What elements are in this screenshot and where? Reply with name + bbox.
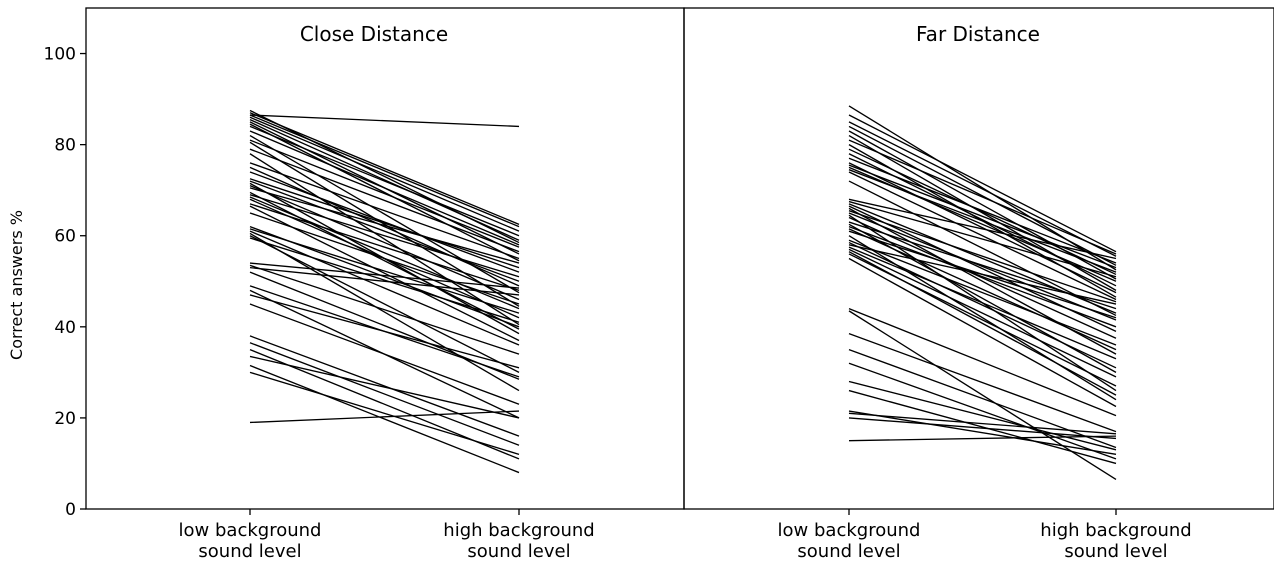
participant-line (249, 342, 520, 446)
panel-title: Far Distance (916, 22, 1040, 46)
y-tick-label: 40 (54, 318, 76, 338)
participant-line (249, 171, 520, 273)
participant-line (848, 144, 1117, 298)
participant-line (249, 225, 520, 328)
participant-line (848, 410, 1117, 456)
panel-title: Close Distance (300, 22, 448, 46)
participant-line (848, 198, 1117, 260)
participant-line (848, 210, 1117, 303)
participant-line (249, 153, 520, 326)
x-tick-label: low background sound level (179, 520, 322, 562)
participant-line (249, 355, 520, 419)
participant-line (848, 134, 1117, 291)
participant-line (249, 364, 520, 474)
panel-close-distance: Close Distance low background sound level… (85, 7, 685, 562)
x-tick-label: high background sound level (443, 520, 594, 562)
y-tick-label: 80 (54, 136, 76, 156)
x-axis: low background sound level high background… (179, 509, 595, 562)
participant-line (848, 216, 1117, 339)
y-tick-label: 20 (54, 409, 76, 429)
participant-line (848, 139, 1117, 255)
y-tick-label: 0 (65, 500, 76, 520)
participant-line (249, 182, 520, 335)
participant-line (848, 214, 1117, 392)
participant-line (848, 207, 1117, 355)
participant-line (848, 380, 1117, 451)
participant-line (848, 212, 1117, 321)
participant-line (848, 417, 1117, 440)
participant-line (848, 362, 1117, 460)
participant-line (848, 230, 1117, 319)
participant-line (249, 235, 520, 373)
participant-line (249, 114, 520, 228)
x-axis: low background sound level high background… (778, 509, 1192, 562)
x-tick-label: high background sound level (1040, 520, 1191, 562)
x-tick-label: low background sound level (778, 520, 921, 562)
y-axis-title: Correct answers % (7, 210, 26, 360)
participant-line (848, 435, 1117, 442)
participant-line (249, 289, 520, 419)
participant-line (848, 223, 1117, 373)
participant-line (249, 125, 520, 237)
participant-line (249, 187, 520, 264)
participant-line (848, 203, 1117, 314)
participant-line (249, 139, 520, 248)
participant-line (848, 348, 1117, 449)
panel-far-distance: Far Distance low background sound level hi… (683, 7, 1274, 562)
participant-line (848, 257, 1117, 408)
participant-line (249, 348, 520, 460)
participant-line (848, 121, 1117, 257)
participant-line (848, 171, 1117, 301)
participant-line (249, 230, 520, 346)
participant-line (249, 112, 520, 225)
participant-line (848, 333, 1117, 433)
participant-line (848, 205, 1117, 332)
y-axis: 0 20 40 60 80 100 (44, 45, 86, 520)
y-tick-label: 100 (44, 45, 76, 65)
participant-line (249, 232, 520, 392)
participant-line (848, 180, 1117, 317)
participant-line (249, 271, 520, 380)
participant-line (249, 109, 520, 244)
panel-frame (683, 7, 1274, 510)
participant-line (848, 307, 1117, 417)
participant-line (249, 410, 520, 424)
participant-line (249, 264, 520, 355)
participant-line (848, 114, 1117, 253)
participant-line (848, 130, 1117, 280)
participant-line (848, 389, 1117, 465)
participant-line (249, 116, 520, 232)
participant-line (249, 134, 520, 294)
series-lines (249, 109, 520, 474)
participant-line (249, 203, 520, 292)
participant-line (249, 123, 520, 262)
y-tick-label: 60 (54, 227, 76, 247)
participant-line (848, 105, 1117, 271)
participant-line (848, 166, 1117, 282)
participant-line (848, 239, 1117, 346)
participant-line (249, 262, 520, 289)
series-lines (848, 105, 1117, 480)
participant-line (249, 178, 520, 269)
participant-line (249, 162, 520, 260)
participant-line (848, 221, 1117, 310)
participant-line (848, 251, 1117, 396)
participant-line (249, 191, 520, 330)
participant-line (249, 141, 520, 307)
participant-line (848, 310, 1117, 480)
participant-line (848, 412, 1117, 435)
participant-line (249, 148, 520, 253)
participant-line (848, 164, 1117, 269)
participant-line (848, 248, 1117, 378)
participant-line (249, 335, 520, 437)
participant-line (249, 185, 520, 301)
participant-line (249, 205, 520, 342)
participant-line (249, 121, 520, 255)
participant-line (249, 180, 520, 282)
participant-line (249, 114, 520, 128)
participant-line (848, 235, 1117, 401)
